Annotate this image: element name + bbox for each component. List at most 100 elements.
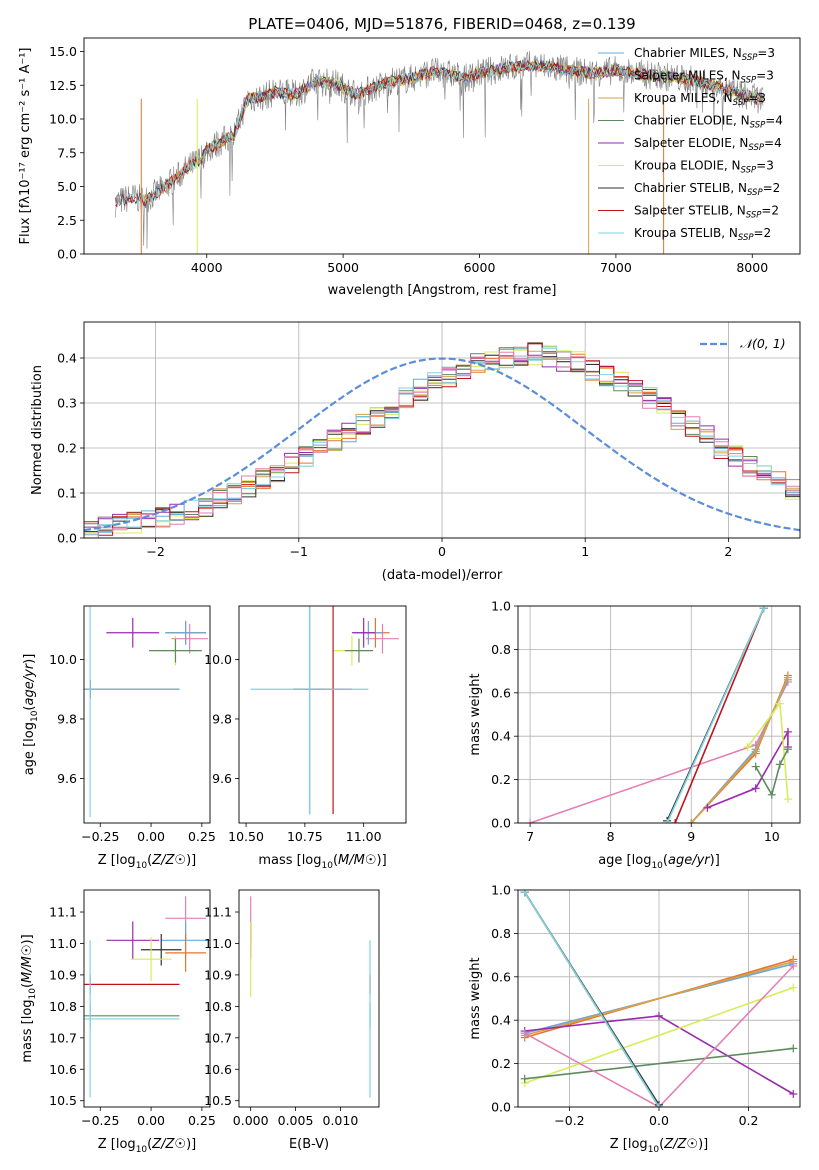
legend-label: Chabrier STELIB, NSSP=2	[634, 181, 780, 198]
label-part: )]	[710, 853, 720, 868]
y-tick-label: 0.4	[491, 1013, 511, 1028]
x-tick-label: 0.0	[649, 1113, 669, 1128]
legend-text: Kroupa STELIB, N	[634, 226, 738, 240]
y-tick-label: 9.6	[212, 771, 232, 786]
legend-sub: SSP	[746, 211, 762, 221]
label-part: mass [log	[20, 999, 35, 1062]
x-tick-label: −0.25	[81, 829, 119, 844]
x-tick-label: 8000	[736, 260, 768, 275]
legend-text: =4	[764, 136, 782, 150]
label-part: (	[659, 1137, 664, 1152]
y-axis-label: mass [log10(M/M☉)]	[20, 934, 38, 1062]
axes-frame	[517, 605, 801, 824]
x-tick-label: 10.50	[228, 829, 264, 844]
y-tick-label: 10.0	[49, 652, 77, 667]
axes-frame	[238, 605, 407, 824]
x-axis-label: E(B-V)	[289, 1137, 329, 1152]
legend-text: Salpeter MILES, N	[634, 69, 741, 83]
y-tick-label: 0.2	[57, 441, 77, 456]
y-tick-label: 0.0	[491, 1100, 511, 1115]
x-tick-label: 10	[764, 829, 780, 844]
label-part: Z/Z☉	[151, 1137, 186, 1152]
legend-text: Salpeter ELODIE, N	[634, 136, 748, 150]
y-tick-label: 0.4	[491, 729, 511, 744]
y-tick-label: 0.6	[491, 685, 511, 700]
legend-label: Salpeter STELIB, NSSP=2	[634, 204, 779, 221]
legend-label: Chabrier ELODIE, NSSP=4	[634, 114, 783, 131]
series-line-chabrier_miles	[690, 679, 789, 823]
label-sub: 10	[136, 861, 148, 871]
y-axis-label: mass weight	[468, 673, 483, 755]
y-tick-label: 10.5	[204, 1093, 232, 1108]
y-tick-label: 0.3	[57, 396, 77, 411]
label-sub: 10	[136, 1145, 148, 1155]
y-tick-label: 0.0	[57, 531, 77, 546]
label-sub: 10	[322, 861, 334, 871]
x-tick-label: 9	[687, 829, 695, 844]
label-part: age [log	[22, 722, 37, 775]
x-tick-label: 0.010	[323, 1113, 359, 1128]
axes-frame	[83, 321, 801, 539]
legend-label: 𝒩(0, 1)	[740, 336, 786, 351]
label-sub: 10	[648, 1145, 660, 1155]
label-part: Z [log	[610, 1137, 648, 1152]
label-part: age/yr	[22, 662, 37, 705]
chart-title: PLATE=0406, MJD=51876, FIBERID=0468, z=0…	[248, 15, 635, 33]
label-part: Z/Z☉	[663, 1137, 698, 1152]
x-tick-label: 0.005	[278, 1113, 314, 1128]
y-tick-label: 10.8	[204, 999, 232, 1014]
y-tick-label: 0.8	[491, 926, 511, 941]
y-tick-label: 0.0	[491, 816, 511, 831]
label-sub: 10	[28, 988, 38, 1000]
x-tick-label: 1	[581, 544, 589, 559]
x-tick-label: 8	[607, 829, 615, 844]
legend-text: =3	[748, 91, 766, 105]
x-axis-label: Z [log10(Z/Z☉)]	[98, 853, 196, 871]
axes-frame	[517, 889, 801, 1108]
y-axis-label: Normed distribution	[30, 365, 45, 495]
massweight-vs-Z-panel: −0.2 0.0 0.2 0.0 0.2 0.4 0.6 0.8 1.0 Z [log10(Z/Z…	[468, 883, 801, 1155]
x-tick-label: −0.25	[81, 1113, 119, 1128]
gaussian-curve	[84, 357, 800, 532]
series-line-kroupa_elodie	[524, 986, 794, 1084]
legend-text: =2	[763, 181, 781, 195]
label-part: (	[22, 706, 37, 711]
y-tick-label: 11.1	[49, 905, 77, 920]
axes-frame	[83, 889, 211, 1108]
y-tick-label: 9.8	[57, 711, 77, 726]
label-part: Z [log	[98, 1137, 136, 1152]
label-part: )]	[377, 853, 387, 868]
y-axis-label: Flux [fλ10⁻¹⁷ erg cm⁻² s⁻¹ A⁻¹]	[18, 48, 33, 245]
x-axis-label: Z [log10(Z/Z☉)]	[610, 1137, 708, 1155]
y-tick-label: 11.0	[204, 936, 232, 951]
series-line-chabrier_elodie	[755, 748, 789, 797]
legend-sub: SSP	[747, 188, 763, 198]
x-axis-label: (data-model)/error	[382, 568, 503, 583]
mass-vs-ebv-panel: 0.000 0.005 0.010 10.5 10.6 10.7 10.8 10.9 11.0 1…	[204, 889, 380, 1152]
legend-text: =3	[757, 46, 775, 60]
x-tick-label: 5000	[327, 260, 359, 275]
legend-text: Salpeter STELIB, N	[634, 204, 746, 218]
y-tick-label: 0.0	[57, 247, 77, 262]
label-part: )]	[186, 1137, 196, 1152]
x-tick-label: 10.75	[287, 829, 323, 844]
label-part: (	[663, 853, 668, 868]
legend-text: Chabrier MILES, N	[634, 46, 742, 60]
y-tick-label: 10.9	[49, 967, 77, 982]
y-tick-label: 10.6	[49, 1062, 77, 1077]
histogram-salpeter_stelib	[84, 343, 800, 536]
legend-label: Chabrier MILES, NSSP=3	[634, 46, 775, 63]
legend-text: Kroupa ELODIE, N	[634, 159, 741, 173]
legend-text: =4	[765, 114, 783, 128]
y-tick-label: 10.0	[49, 112, 77, 127]
y-tick-label: 12.5	[49, 78, 77, 93]
label-part: )]	[186, 853, 196, 868]
series-line-pink	[529, 681, 789, 823]
y-tick-label: 10.8	[49, 999, 77, 1014]
y-tick-label: 7.5	[57, 145, 77, 160]
y-axis-label: age [log10(age/yr)]	[22, 654, 40, 776]
x-tick-label: 0	[438, 544, 446, 559]
y-tick-label: 11.1	[204, 905, 232, 920]
legend-text: =2	[761, 204, 779, 218]
y-tick-label: 9.6	[57, 771, 77, 786]
